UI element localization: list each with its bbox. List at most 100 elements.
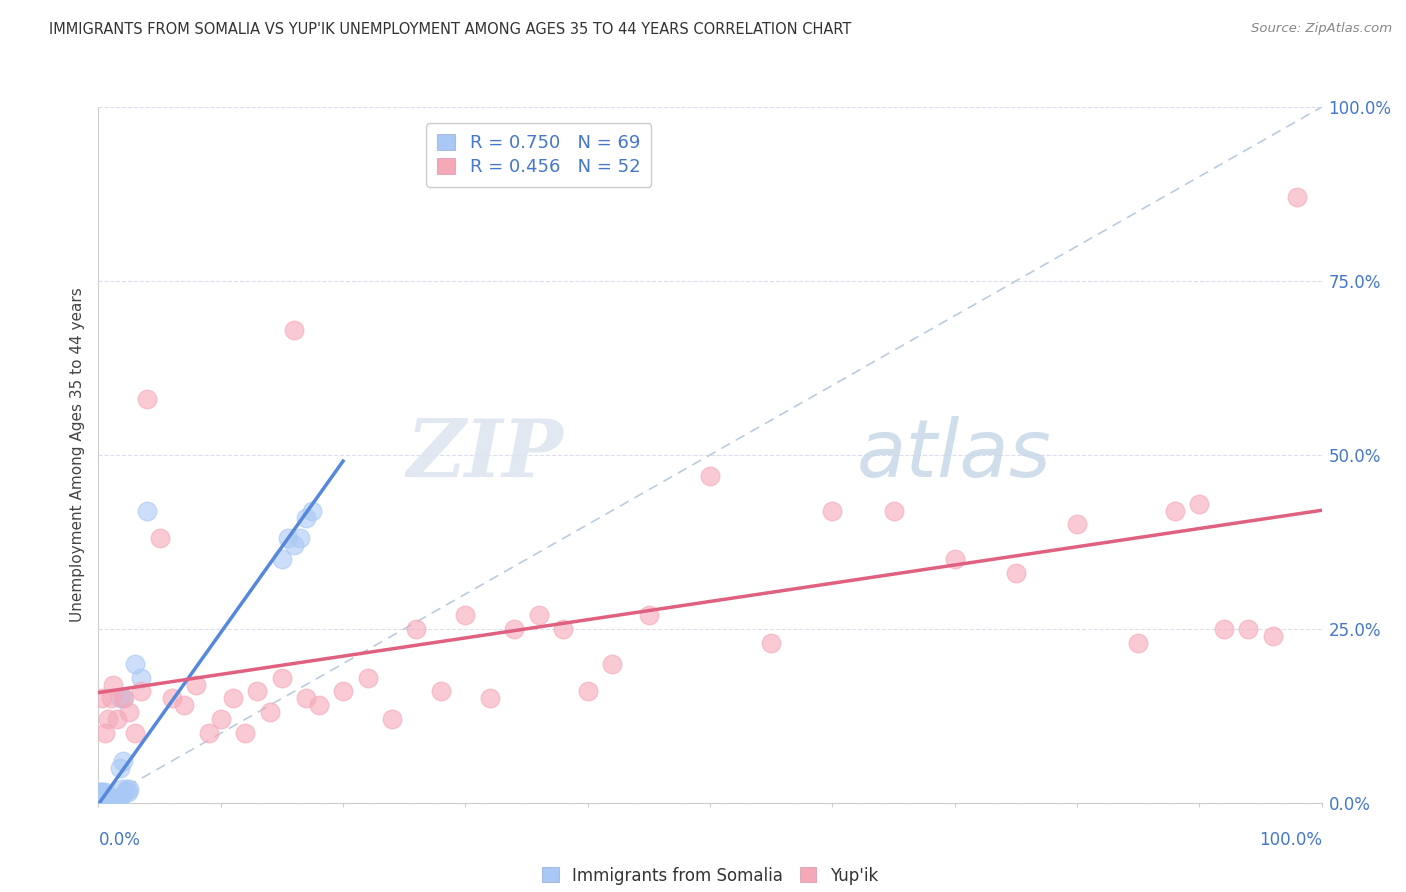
Point: [93, 785, 115, 799]
Point: [246, 684, 269, 698]
Point: [90, 790, 112, 805]
Point: [89, 792, 111, 806]
Point: [100, 794, 122, 808]
Point: [91, 790, 114, 805]
Point: [108, 794, 131, 808]
Point: [104, 794, 127, 808]
Point: [101, 792, 124, 806]
Point: [1212, 622, 1234, 636]
Point: [94, 790, 117, 805]
Point: [283, 538, 305, 552]
Point: [114, 785, 136, 799]
Point: [290, 532, 312, 546]
Point: [91, 792, 114, 806]
Point: [124, 726, 146, 740]
Point: [160, 691, 183, 706]
Point: [503, 622, 526, 636]
Point: [93, 789, 115, 803]
Point: [91, 792, 114, 806]
Point: [101, 677, 124, 691]
Point: [112, 691, 135, 706]
Point: [197, 726, 219, 740]
Point: [295, 691, 318, 706]
Point: [97, 712, 120, 726]
Point: [1066, 517, 1088, 532]
Point: [90, 785, 112, 799]
Point: [308, 698, 330, 713]
Point: [186, 677, 208, 691]
Point: [1164, 503, 1187, 517]
Point: [97, 792, 120, 806]
Point: [1237, 622, 1260, 636]
Point: [103, 792, 125, 806]
Text: 100.0%: 100.0%: [1258, 830, 1322, 848]
Point: [98, 792, 121, 806]
Point: [283, 323, 305, 337]
Point: [454, 607, 477, 622]
Point: [259, 706, 281, 720]
Point: [553, 622, 575, 636]
Point: [173, 698, 195, 713]
Point: [527, 607, 550, 622]
Point: [96, 790, 118, 805]
Point: [90, 789, 112, 803]
Point: [1286, 190, 1309, 204]
Point: [277, 532, 299, 546]
Point: [105, 712, 128, 726]
Point: [91, 789, 114, 803]
Point: [118, 706, 141, 720]
Point: [91, 691, 114, 706]
Point: [105, 792, 128, 806]
Point: [115, 781, 138, 796]
Point: [1004, 566, 1026, 581]
Point: [94, 792, 117, 806]
Point: [91, 788, 114, 802]
Text: 0.0%: 0.0%: [98, 830, 141, 848]
Point: [91, 789, 114, 803]
Point: [101, 794, 124, 808]
Point: [149, 532, 172, 546]
Point: [1261, 629, 1284, 643]
Point: [270, 552, 294, 566]
Point: [93, 794, 115, 808]
Point: [103, 794, 125, 808]
Point: [381, 712, 404, 726]
Point: [107, 794, 129, 808]
Point: [98, 794, 121, 808]
Point: [124, 657, 146, 671]
Point: [100, 691, 122, 706]
Point: [222, 691, 245, 706]
Point: [107, 792, 129, 806]
Point: [136, 503, 159, 517]
Point: [405, 622, 427, 636]
Point: [295, 510, 318, 524]
Point: [91, 790, 114, 805]
Point: [93, 790, 115, 805]
Point: [478, 691, 501, 706]
Point: [943, 552, 966, 566]
Point: [117, 785, 139, 799]
Point: [761, 636, 783, 650]
Text: IMMIGRANTS FROM SOMALIA VS YUP'IK UNEMPLOYMENT AMONG AGES 35 TO 44 YEARS CORRELA: IMMIGRANTS FROM SOMALIA VS YUP'IK UNEMPL…: [49, 22, 852, 37]
Point: [356, 671, 378, 685]
Point: [111, 691, 134, 706]
Point: [100, 790, 122, 805]
Point: [94, 789, 117, 803]
Point: [91, 788, 114, 802]
Point: [332, 684, 354, 698]
Point: [96, 792, 118, 806]
Point: [883, 503, 905, 517]
Point: [301, 503, 323, 517]
Point: [699, 468, 721, 483]
Point: [136, 392, 159, 407]
Point: [101, 792, 124, 806]
Point: [94, 794, 117, 808]
Point: [118, 781, 141, 796]
Point: [209, 712, 232, 726]
Y-axis label: Unemployment Among Ages 35 to 44 years: Unemployment Among Ages 35 to 44 years: [69, 287, 84, 623]
Point: [93, 792, 115, 806]
Point: [89, 789, 111, 803]
Point: [108, 792, 131, 806]
Text: ZIP: ZIP: [406, 417, 564, 493]
Point: [233, 726, 256, 740]
